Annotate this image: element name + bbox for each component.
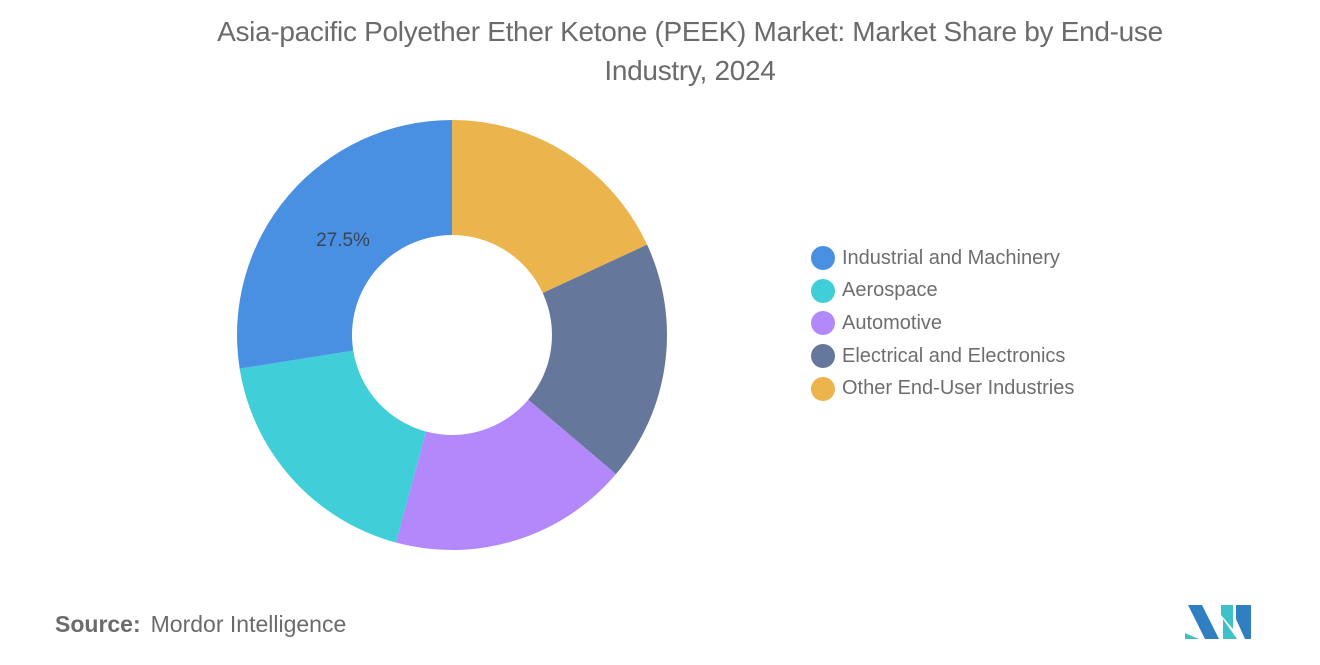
legend-dot-icon xyxy=(811,278,835,303)
legend-item-aerospace[interactable]: Aerospace xyxy=(811,275,1074,308)
donut-slice-aerospace[interactable] xyxy=(239,350,426,543)
donut-slice-other-end-user-industries[interactable] xyxy=(452,120,648,293)
legend-label: Industrial and Machinery xyxy=(842,246,1060,269)
source-note: Source: Mordor Intelligence xyxy=(55,611,346,638)
legend-label: Other End-User Industries xyxy=(842,377,1075,400)
slice-label-industrial: 27.5% xyxy=(316,230,370,251)
source-value: Mordor Intelligence xyxy=(150,611,347,637)
legend-item-automotive[interactable]: Automotive xyxy=(811,307,1074,340)
legend-item-other[interactable]: Other End-User Industries xyxy=(811,372,1074,405)
source-key: Source: xyxy=(55,611,141,637)
donut-slice-automotive[interactable] xyxy=(395,399,616,551)
chart-title: Asia-pacific Polyether Ether Ketone (PEE… xyxy=(90,12,1290,90)
legend-dot-icon xyxy=(811,344,835,369)
legend-dot-icon xyxy=(811,311,835,336)
chart-title-line-1: Asia-pacific Polyether Ether Ketone (PEE… xyxy=(217,16,1163,47)
legend-label: Aerospace xyxy=(842,279,938,302)
legend-item-electrical[interactable]: Electrical and Electronics xyxy=(811,340,1074,373)
legend-item-industrial[interactable]: Industrial and Machinery xyxy=(811,242,1074,275)
donut-slice-industrial-and-machinery[interactable] xyxy=(236,120,452,369)
legend-dot-icon xyxy=(811,246,835,271)
chart-legend: Industrial and Machinery Aerospace Autom… xyxy=(811,242,1074,405)
legend-label: Electrical and Electronics xyxy=(842,344,1066,367)
chart-title-line-2: Industry, 2024 xyxy=(604,55,776,86)
logo-mark-icon xyxy=(1185,605,1251,639)
legend-dot-icon xyxy=(811,376,835,401)
donut-slice-electrical-and-electronics[interactable] xyxy=(528,244,667,475)
legend-label: Automotive xyxy=(842,311,943,334)
mordor-intelligence-logo-icon xyxy=(1185,605,1251,639)
